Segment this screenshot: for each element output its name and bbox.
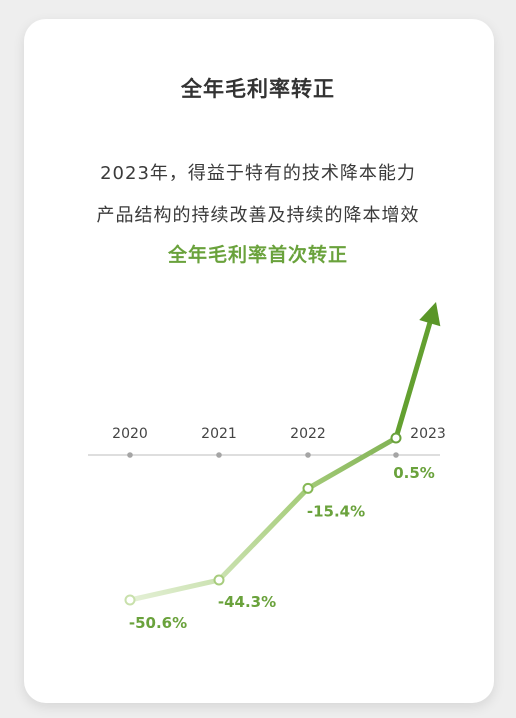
data-point-2023 (390, 432, 402, 444)
x-tick-label-2021: 2021 (201, 426, 237, 442)
data-point-2020 (124, 594, 136, 606)
card (24, 19, 494, 703)
description-line-1: 2023年，得益于特有的技术降本能力 (100, 163, 416, 184)
axis-tick-2023 (393, 452, 399, 458)
data-point-2022 (302, 482, 314, 494)
trend-arrow (393, 302, 441, 441)
x-tick-label-2020: 2020 (112, 426, 148, 442)
data-point-2021 (213, 574, 225, 586)
card-title: 全年毛利率转正 (181, 77, 335, 101)
data-label-2020: -50.6% (129, 614, 187, 632)
trend-arrow-head (419, 302, 441, 327)
axis-tick-2020 (127, 452, 133, 458)
x-tick-label-2022: 2022 (290, 426, 326, 442)
data-label-2023: 0.5% (393, 464, 435, 482)
data-label-2021: -44.3% (218, 593, 276, 611)
axis-tick-2021 (216, 452, 222, 458)
description-line-2: 产品结构的持续改善及持续的降本增效 (96, 205, 420, 226)
trend-arrow-shaft (393, 320, 433, 441)
series-line (127, 435, 399, 603)
data-label-2022: -15.4% (307, 502, 365, 520)
x-tick-label-2023: 2023 (410, 426, 446, 442)
highlight-text: 全年毛利率首次转正 (167, 244, 348, 266)
axis-tick-2022 (305, 452, 311, 458)
